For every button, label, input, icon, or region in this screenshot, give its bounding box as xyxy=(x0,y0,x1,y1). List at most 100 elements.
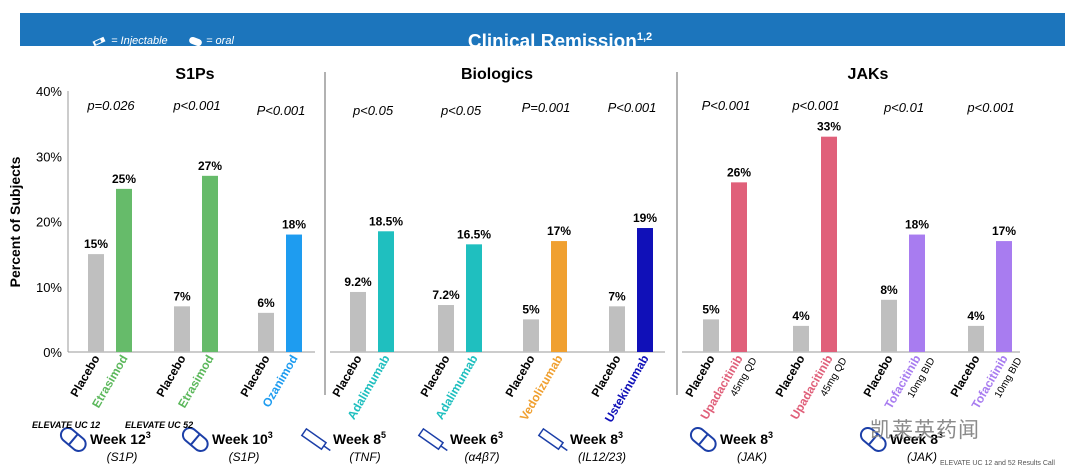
timepoint-week: Week 123 xyxy=(90,430,151,447)
syringe-needle xyxy=(560,445,568,452)
bar xyxy=(996,241,1012,352)
pill-divider xyxy=(698,433,709,446)
bar-value-label: 7.2% xyxy=(432,288,460,302)
pill-divider xyxy=(68,433,79,446)
bar xyxy=(609,306,625,352)
bar-value-label: 27% xyxy=(198,159,222,173)
bar-value-label: 6% xyxy=(257,296,275,310)
y-tick-label: 0% xyxy=(43,345,62,360)
pill-divider xyxy=(190,433,201,446)
bar xyxy=(202,175,218,352)
bar xyxy=(286,234,302,352)
timepoint-subtitle: (JAK) xyxy=(737,450,767,464)
bar-value-label: 17% xyxy=(992,224,1016,238)
page-title: Clinical Remission1,2 xyxy=(350,31,770,53)
bar-value-label: 25% xyxy=(112,172,136,186)
p-value-label: p<0.001 xyxy=(966,100,1014,115)
y-tick-label: 30% xyxy=(36,149,62,164)
bar xyxy=(551,241,567,352)
bar-value-label: 16.5% xyxy=(457,227,491,241)
bar xyxy=(731,182,747,352)
timepoint-subtitle: (IL12/23) xyxy=(578,450,626,464)
bar-value-label: 19% xyxy=(633,211,657,225)
bar-value-label: 4% xyxy=(792,309,810,323)
bar xyxy=(637,228,653,352)
timepoint-subtitle: (JAK) xyxy=(907,450,937,464)
syringe-icon xyxy=(537,427,565,451)
timepoint-subtitle: (S1P) xyxy=(107,450,138,464)
bar xyxy=(116,188,132,352)
syringe-icon xyxy=(417,427,445,451)
bar xyxy=(88,254,104,352)
bar-value-label: 5% xyxy=(702,302,720,316)
section-header: JAKs xyxy=(848,66,889,83)
legend-oral-label: = oral xyxy=(206,35,234,47)
p-value-label: p<0.01 xyxy=(883,100,924,115)
bar xyxy=(821,136,837,352)
bar-value-label: 18.5% xyxy=(369,214,403,228)
timepoint-week: Week 83 xyxy=(720,430,773,447)
y-tick-label: 20% xyxy=(36,215,62,230)
bar xyxy=(258,312,274,352)
section-header: Biologics xyxy=(461,66,533,83)
bar xyxy=(174,306,190,352)
legend-injectable-label: = Injectable xyxy=(111,35,168,47)
syringe-icon xyxy=(300,427,328,451)
syringe-icon xyxy=(92,36,106,46)
p-value-label: P<0.001 xyxy=(257,103,306,118)
bar-value-label: 8% xyxy=(880,283,898,297)
syringe-needle xyxy=(323,445,331,452)
bar xyxy=(523,319,539,352)
p-value-label: p<0.05 xyxy=(440,103,482,118)
bar-value-label: 17% xyxy=(547,224,571,238)
y-axis-label: Percent of Subjects xyxy=(7,156,23,287)
timepoint-week: Week 83 xyxy=(890,430,943,447)
p-value-label: P<0.001 xyxy=(702,98,751,113)
bar-value-label: 7% xyxy=(173,289,191,303)
bar-value-label: 15% xyxy=(84,237,108,251)
title-superscript: 1,2 xyxy=(636,31,653,43)
bar xyxy=(968,325,984,352)
y-tick-label: 40% xyxy=(36,84,62,99)
y-tick-label: 10% xyxy=(36,280,62,295)
p-value-label: p<0.05 xyxy=(352,103,394,118)
p-value-label: p<0.001 xyxy=(172,98,220,113)
bar xyxy=(909,234,925,352)
bar-value-label: 26% xyxy=(727,165,751,179)
footnote: ELEVATE UC 12 and 52 Results Call xyxy=(940,460,1055,467)
timepoint-week: Week 85 xyxy=(333,430,386,447)
timepoint-week: Week 103 xyxy=(212,430,273,447)
trial-label-1: ELEVATE UC 12 xyxy=(32,420,101,430)
p-value-label: P=0.001 xyxy=(522,100,571,115)
timepoint-subtitle: (α4β7) xyxy=(464,450,499,464)
bar xyxy=(793,325,809,352)
header-bar: = Injectable = oral Clinical Remission1,… xyxy=(20,13,1065,52)
trial-label-2: ELEVATE UC 52 xyxy=(125,420,194,430)
p-value-label: P<0.001 xyxy=(608,100,657,115)
timepoint-week: Week 83 xyxy=(570,430,623,447)
timepoint-week: Week 63 xyxy=(450,430,503,447)
bar xyxy=(350,291,366,352)
bar xyxy=(466,244,482,352)
timepoint-subtitle: (TNF) xyxy=(349,450,380,464)
timepoint-subtitle: (S1P) xyxy=(229,450,260,464)
p-value-label: p=0.026 xyxy=(86,98,135,113)
bar-value-label: 4% xyxy=(967,309,985,323)
bar-value-label: 7% xyxy=(608,289,626,303)
title-text: Clinical Remission xyxy=(467,31,637,53)
pill-icon xyxy=(189,36,202,46)
legend-oral: = oral xyxy=(188,35,234,47)
bar-value-label: 33% xyxy=(817,120,841,134)
bar xyxy=(703,319,719,352)
legend-injectable: = Injectable xyxy=(92,35,168,47)
p-value-label: p<0.001 xyxy=(791,98,839,113)
watermark: 凯莱英药闻 xyxy=(870,419,980,442)
bar xyxy=(438,305,454,352)
bar-value-label: 5% xyxy=(522,302,540,316)
bar xyxy=(378,231,394,352)
bar-value-label: 18% xyxy=(905,218,929,232)
bar xyxy=(881,299,897,352)
bar-value-label: 9.2% xyxy=(344,275,372,289)
bar-value-label: 18% xyxy=(282,218,306,232)
